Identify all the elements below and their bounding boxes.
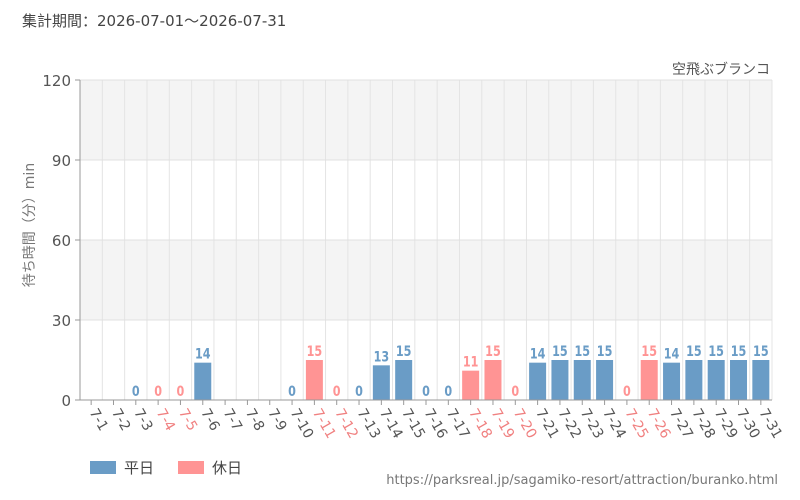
chart-band	[80, 80, 772, 160]
bar-7-31	[752, 360, 770, 400]
value-label-7-31: 15	[753, 343, 769, 360]
value-label-7-23: 15	[574, 343, 590, 360]
x-tick-label-7-8: 7-8	[242, 406, 267, 434]
bar-7-27	[663, 362, 681, 400]
bar-7-24	[596, 360, 614, 400]
bar-7-30	[730, 360, 748, 400]
value-label-7-26: 15	[641, 343, 657, 360]
legend-swatch-weekday	[90, 461, 116, 474]
value-label-7-27: 14	[664, 345, 680, 362]
bar-7-21	[529, 362, 547, 400]
bar-7-29	[707, 360, 725, 400]
chart-axes: 0 30 60 90 120	[42, 72, 772, 410]
x-tick-label-7-5: 7-5	[175, 406, 200, 434]
value-label-7-16: 0	[422, 383, 430, 400]
x-tick-label-7-9: 7-9	[264, 406, 289, 434]
y-tick-label: 120	[42, 72, 71, 90]
value-label-7-5: 0	[177, 383, 185, 400]
period-label: 集計期間：2026-07-01～2026-07-31	[22, 12, 287, 30]
value-label-7-11: 15	[307, 343, 323, 360]
y-tick-label: 30	[52, 312, 71, 330]
bar-7-23	[573, 360, 591, 400]
legend-item-holiday: 休日	[178, 457, 242, 478]
legend: 平日 休日	[90, 457, 266, 478]
value-label-7-28: 15	[686, 343, 702, 360]
value-label-7-15: 15	[396, 343, 412, 360]
legend-item-weekday: 平日	[90, 457, 154, 478]
source-url: https://parksreal.jp/sagamiko-resort/att…	[386, 473, 778, 488]
value-label-7-21: 14	[530, 345, 546, 362]
value-label-7-25: 0	[623, 383, 631, 400]
x-tick-label-7-4: 7-4	[153, 406, 178, 434]
y-tick-label: 90	[52, 152, 71, 170]
legend-label-holiday: 休日	[212, 459, 243, 477]
chart-title: 空飛ぶブランコ	[672, 61, 770, 78]
bar-7-11	[305, 360, 323, 400]
y-axis-title: 待ち時間（分）min	[22, 163, 38, 287]
x-tick-label-7-7: 7-7	[220, 406, 245, 434]
value-label-7-17: 0	[444, 383, 452, 400]
y-tick-label: 0	[61, 392, 71, 410]
bar-7-14	[372, 365, 390, 400]
value-label-7-13: 0	[355, 383, 363, 400]
value-label-7-20: 0	[511, 383, 519, 400]
bar-7-28	[685, 360, 703, 400]
value-label-7-19: 15	[485, 343, 501, 360]
x-tick-label-7-1: 7-1	[86, 406, 111, 434]
value-label-7-24: 15	[597, 343, 613, 360]
value-label-7-3: 0	[132, 383, 140, 400]
legend-swatch-holiday	[178, 461, 205, 474]
bar-7-22	[551, 360, 569, 400]
y-tick-label: 60	[52, 232, 71, 250]
bar-7-19	[484, 360, 502, 400]
value-label-7-6: 14	[195, 345, 211, 362]
value-label-7-4: 0	[154, 383, 162, 400]
value-label-7-12: 0	[333, 383, 341, 400]
chart-bars	[194, 360, 770, 400]
legend-label-weekday: 平日	[124, 459, 155, 477]
x-tick-label-7-2: 7-2	[108, 406, 133, 434]
value-label-7-18: 11	[463, 353, 479, 370]
bar-7-15	[395, 360, 413, 400]
value-label-7-10: 0	[288, 383, 296, 400]
bar-7-6	[194, 362, 212, 400]
bar-7-18	[462, 370, 480, 400]
bar-7-26	[640, 360, 658, 400]
value-label-7-29: 15	[708, 343, 724, 360]
value-label-7-30: 15	[731, 343, 747, 360]
x-tick-label-7-31: 7-31	[755, 406, 785, 442]
value-label-7-22: 15	[552, 343, 568, 360]
x-tick-label-7-6: 7-6	[197, 406, 222, 434]
chart-band	[80, 240, 772, 320]
value-label-7-14: 13	[374, 348, 390, 365]
chart-band	[80, 160, 772, 240]
x-tick-label-7-3: 7-3	[130, 406, 155, 434]
